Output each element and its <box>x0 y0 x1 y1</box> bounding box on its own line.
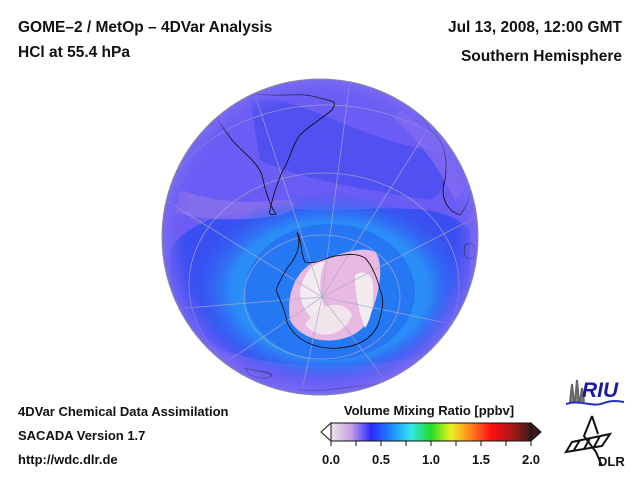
colorbar <box>320 421 542 446</box>
colorbar-high-arrow <box>530 421 542 443</box>
colorbar-tick-label: 0.5 <box>371 452 391 467</box>
dlr-logo-text: DLR <box>598 454 625 469</box>
colorbar-tick-label: 2.0 <box>521 452 541 467</box>
map-subtitle: HCl at 55.4 hPa <box>18 44 130 61</box>
riu-logo-text: RIU <box>582 379 619 402</box>
colorbar-ticks <box>330 441 532 446</box>
river-wave-icon <box>566 400 625 406</box>
date-label: Jul 13, 2008, 12:00 GMT <box>447 19 622 36</box>
colorbar-gradient <box>330 422 532 442</box>
colorbar-tick-label: 1.5 <box>471 452 491 467</box>
colorbar-low-arrow <box>320 421 332 443</box>
globe-edge-shade <box>162 79 478 395</box>
dlr-emblem-icon <box>564 415 613 467</box>
footer-line-2: SACADA Version 1.7 <box>18 428 146 443</box>
colorbar-tick-label: 1.0 <box>421 452 441 467</box>
hemisphere-label: Southern Hemisphere <box>460 48 622 65</box>
footer-line-1: 4DVar Chemical Data Assimilation <box>18 404 229 419</box>
cathedral-icon <box>569 379 585 403</box>
globe-outline <box>161 78 479 396</box>
colorbar-tick-label: 0.0 <box>321 452 341 467</box>
dlr-logo: DLR <box>564 415 625 469</box>
colorbar-title: Volume Mixing Ratio [ppbv] <box>343 403 515 418</box>
riu-logo: RIU <box>566 379 625 406</box>
footer-link[interactable]: http://wdc.dlr.de <box>18 452 118 467</box>
map-title: GOME–2 / MetOp – 4DVar Analysis <box>18 19 273 36</box>
